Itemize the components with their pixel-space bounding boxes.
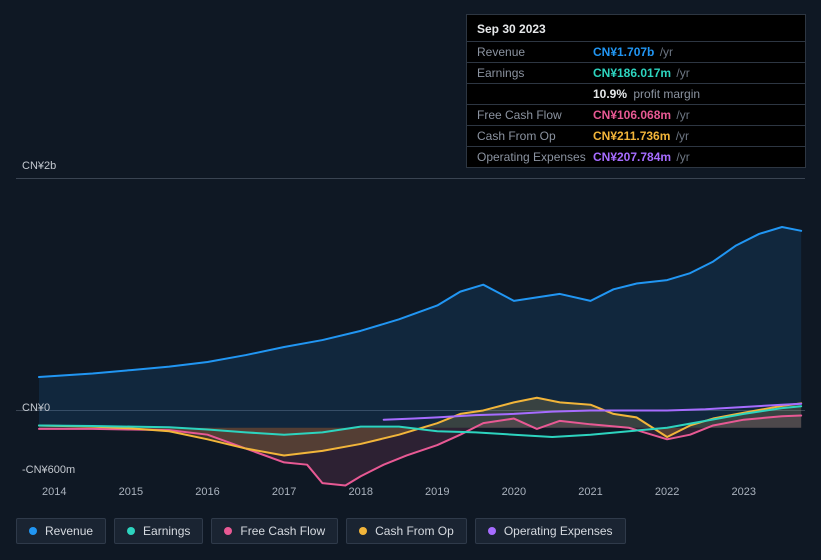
tooltip-metric-value: CN¥211.736m /yr	[593, 128, 689, 144]
x-axis-label: 2023	[731, 486, 755, 498]
legend-dot-icon	[127, 527, 135, 535]
tooltip-metric-value: CN¥1.707b /yr	[593, 44, 673, 60]
tooltip-metric-value: 10.9% profit margin	[593, 86, 700, 102]
tooltip-metric-label: Earnings	[477, 65, 593, 81]
legend-dot-icon	[224, 527, 232, 535]
x-axis-label: 2017	[272, 486, 296, 498]
legend-item[interactable]: Revenue	[16, 518, 106, 544]
x-axis-label: 2014	[42, 486, 66, 498]
legend-dot-icon	[29, 527, 37, 535]
legend-label: Revenue	[45, 524, 93, 538]
tooltip-metric-label: Revenue	[477, 44, 593, 60]
legend-item[interactable]: Free Cash Flow	[211, 518, 338, 544]
x-axis: 2014 2015 2016 2017 2018 2019 2020 2021 2022 2023	[16, 486, 805, 502]
legend-label: Earnings	[143, 524, 190, 538]
tooltip-row: Cash From OpCN¥211.736m /yr	[467, 126, 805, 147]
x-axis-label: 2016	[195, 486, 219, 498]
tooltip-metric-value: CN¥186.017m /yr	[593, 65, 690, 81]
x-axis-label: 2015	[119, 486, 143, 498]
legend-label: Operating Expenses	[504, 524, 613, 538]
tooltip-metric-value: CN¥106.068m /yr	[593, 107, 690, 123]
tooltip-date: Sep 30 2023	[467, 15, 805, 42]
tooltip-metric-label	[477, 86, 593, 102]
financials-chart: CN¥2b CN¥0 -CN¥600m 20142015201620172018…	[16, 160, 805, 480]
y-axis-label: CN¥2b	[22, 160, 56, 172]
tooltip-row: Free Cash FlowCN¥106.068m /yr	[467, 105, 805, 126]
x-axis-label: 2018	[348, 486, 372, 498]
y-axis-label: -CN¥600m	[22, 464, 75, 476]
legend-item[interactable]: Earnings	[114, 518, 203, 544]
y-axis-label: CN¥0	[22, 402, 50, 414]
legend-dot-icon	[488, 527, 496, 535]
x-axis-label: 2019	[425, 486, 449, 498]
legend-item[interactable]: Cash From Op	[346, 518, 467, 544]
plot-area[interactable]	[16, 178, 805, 478]
legend-dot-icon	[359, 527, 367, 535]
x-axis-label: 2021	[578, 486, 602, 498]
tooltip-row: EarningsCN¥186.017m /yr	[467, 63, 805, 84]
tooltip-metric-label: Free Cash Flow	[477, 107, 593, 123]
x-axis-label: 2022	[655, 486, 679, 498]
chart-legend: Revenue Earnings Free Cash Flow Cash From O…	[16, 518, 626, 544]
tooltip-row: 10.9% profit margin	[467, 84, 805, 105]
legend-label: Free Cash Flow	[240, 524, 325, 538]
series-fill	[39, 227, 801, 428]
tooltip-panel: Sep 30 2023 RevenueCN¥1.707b /yrEarnings…	[466, 14, 806, 168]
x-axis-label: 2020	[502, 486, 526, 498]
tooltip-row: RevenueCN¥1.707b /yr	[467, 42, 805, 63]
tooltip-metric-label: Cash From Op	[477, 128, 593, 144]
chart-svg	[16, 197, 805, 497]
legend-label: Cash From Op	[375, 524, 454, 538]
legend-item[interactable]: Operating Expenses	[475, 518, 626, 544]
